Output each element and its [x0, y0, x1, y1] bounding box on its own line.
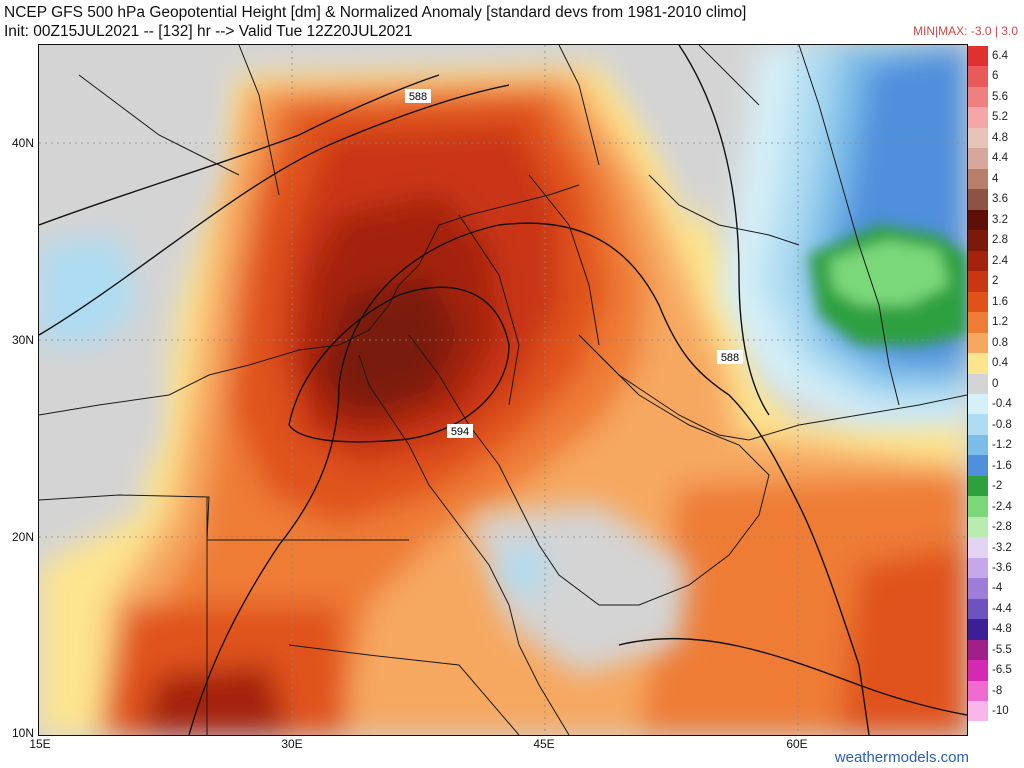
colorbar-tick-label: -4 [992, 582, 1003, 595]
contour-label-588-north: 588 [409, 91, 427, 103]
colorbar-tick-label: 4.8 [992, 131, 1008, 144]
colorbar-swatch [968, 353, 988, 374]
colorbar-tick-label: 4.4 [992, 152, 1008, 165]
colorbar-swatch [968, 332, 988, 354]
colorbar-swatch [968, 271, 988, 292]
colorbar-tick-label: -0.8 [992, 418, 1012, 431]
colorbar-tick-label: -1.2 [992, 439, 1012, 452]
colorbar-swatch [968, 46, 988, 67]
colorbar-tick-label: -2.4 [992, 500, 1012, 513]
colorbar-swatch [968, 414, 988, 435]
positive-anomaly-shading [39, 65, 967, 735]
colorbar-swatch [968, 434, 988, 456]
colorbar-swatch [968, 619, 988, 640]
colorbar-swatch [968, 127, 988, 149]
colorbar-swatch [968, 578, 988, 599]
colorbar-tick-label: -3.6 [992, 562, 1012, 574]
colorbar-tick-label: 0 [992, 377, 999, 390]
colorbar-swatch [968, 680, 988, 701]
lon-label-15e: 15E [29, 737, 51, 751]
colorbar-tick-label: 2.8 [992, 234, 1008, 247]
colorbar-tick-label: 6.4 [992, 50, 1008, 62]
map-subtitle: Init: 00Z15JUL2021 -- [132] hr --> Valid… [4, 23, 413, 40]
colorbar-swatch [968, 291, 988, 313]
colorbar-swatch [968, 86, 988, 108]
contour-labels: 588 588 594 [405, 89, 743, 438]
colorbar-tick-label: 5.2 [992, 111, 1008, 124]
colorbar-tick-label: -4.8 [992, 623, 1012, 636]
colorbar-swatch [968, 250, 988, 272]
colorbar-tick-label: 5.6 [992, 90, 1008, 103]
colorbar-tick-label: 4 [992, 172, 999, 185]
height-contours [39, 45, 967, 735]
colorbar-tick-label: 2.4 [992, 254, 1008, 267]
colorbar-swatch [968, 107, 988, 128]
minmax-readout: MIN|MAX: -3.0 | 3.0 [913, 24, 1018, 38]
lon-label-60e: 60E [786, 737, 808, 751]
colorbar-tick-label: -10 [992, 705, 1009, 718]
colorbar-swatch [968, 189, 988, 210]
lon-label-45e: 45E [533, 737, 555, 751]
lat-label-30n: 30N [11, 333, 34, 347]
anomaly-field: 588 588 594 [39, 45, 967, 735]
colorbar-tick-label: 3.6 [992, 193, 1008, 206]
colorbar-tick-label: 0.4 [992, 357, 1008, 370]
colorbar-tick-label: 3.2 [992, 213, 1008, 226]
colorbar-swatch [968, 209, 988, 231]
colorbar-swatch [968, 230, 988, 251]
colorbar-swatch [968, 455, 988, 476]
lat-label-20n: 20N [11, 530, 34, 544]
colorbar-tick-label: 1.6 [992, 295, 1008, 308]
coastlines-and-borders [39, 45, 967, 735]
colorbar-tick-label: -5.5 [992, 643, 1012, 656]
colorbar-swatch [968, 475, 988, 497]
colorbar-swatch [968, 373, 988, 394]
colorbar-tick-label: 1.2 [992, 316, 1008, 329]
contour-label-594: 594 [451, 426, 469, 438]
colorbar-swatch [968, 598, 988, 620]
graticule [39, 45, 967, 735]
colorbar-swatch [968, 312, 988, 333]
colorbar-tick-label: -0.4 [992, 398, 1012, 411]
map-panel: 588 588 594 [38, 44, 968, 736]
lon-label-30e: 30E [281, 737, 303, 751]
colorbar-tick-label: -6.5 [992, 664, 1012, 677]
colorbar-tick-label: 2 [992, 275, 999, 288]
colorbar-tick-label: 6 [992, 70, 999, 83]
colorbar-tick-label: -8 [992, 684, 1003, 697]
colorbar-swatch [968, 701, 988, 722]
contour-label-588-east: 588 [721, 352, 739, 364]
colorbar-swatch [968, 66, 988, 87]
colorbar-swatch [968, 496, 988, 517]
colorbar-swatch [968, 537, 988, 558]
colorbar-swatch [968, 639, 988, 661]
colorbar-swatch [968, 168, 988, 190]
colorbar-tick-label: -1.6 [992, 459, 1012, 472]
colorbar-swatch [968, 148, 988, 169]
colorbar-tick-label: -3.2 [992, 541, 1012, 554]
map-title: NCEP GFS 500 hPa Geopotential Height [dm… [4, 4, 747, 21]
colorbar-tick-label: -2 [992, 480, 1003, 493]
colorbar-tick-label: -4.4 [992, 602, 1012, 615]
green-anomaly-core [809, 225, 967, 345]
lat-label-40n: 40N [11, 136, 34, 150]
colorbar-tick-label: -2.8 [992, 521, 1012, 534]
lat-label-10n: 10N [11, 726, 34, 740]
source-credit: weathermodels.com [834, 749, 969, 766]
colorbar-swatch [968, 393, 988, 415]
colorbar-swatch [968, 557, 988, 579]
colorbar-tick-label: 0.8 [992, 336, 1008, 349]
colorbar-swatch [968, 660, 988, 681]
colorbar-swatch [968, 516, 988, 538]
colorbar [968, 46, 988, 722]
